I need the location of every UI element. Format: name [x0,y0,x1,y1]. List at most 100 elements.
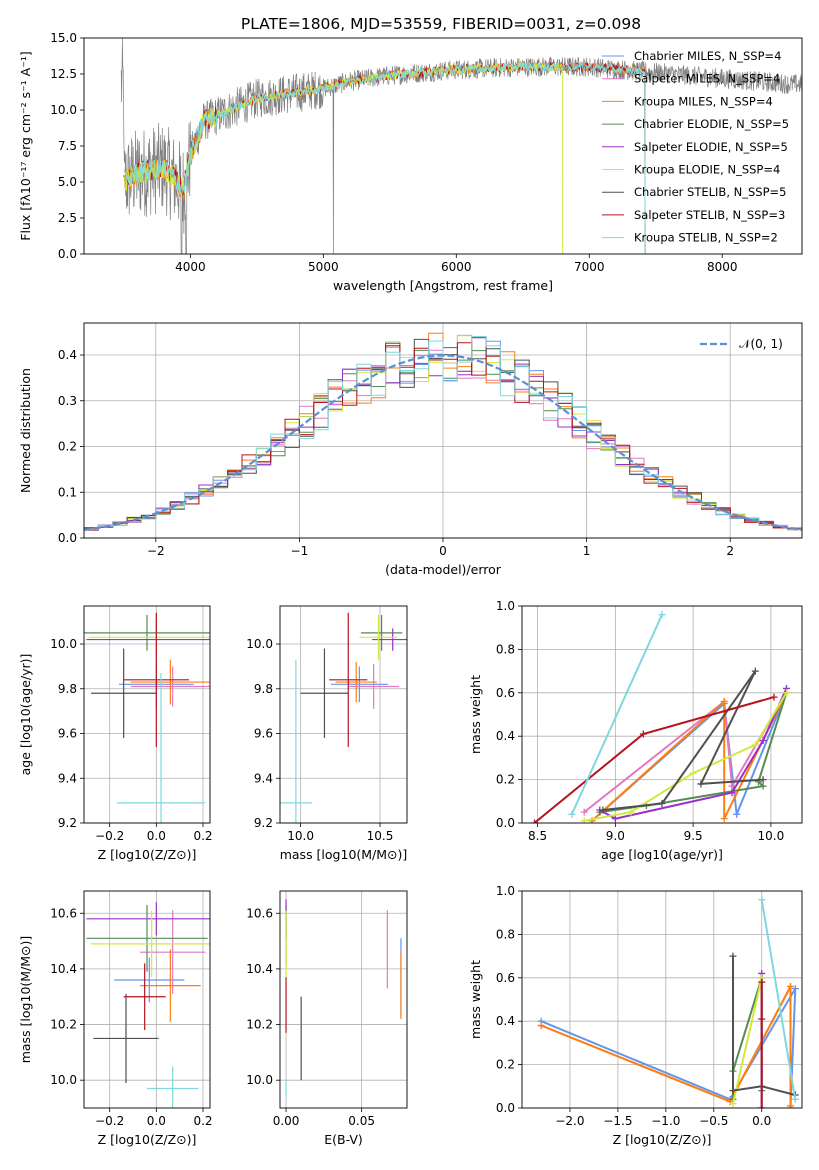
weight-marker-ChabrierSTELIB [599,806,607,814]
x-tick-label: 10.5 [367,829,394,843]
y-tick-label: 10.6 [50,906,77,920]
x-tick-label: 8.5 [528,829,547,843]
y-tick-label: 0.8 [496,927,515,941]
plot-area-spectrum [120,38,802,254]
y-tick-label: 0.3 [58,394,77,408]
y-tick-label: 9.4 [254,771,273,785]
x-tick-label: 0.2 [193,829,212,843]
axes-spectrum: 4000 5000 6000 7000 8000 0.0 2.5 5.0 7.5 10.0 12.5… [18,31,803,293]
weight-marker-KroupaMILES [720,815,728,823]
observed-spectrum-line [120,38,802,254]
axes-age_vs_mass: 10.0 10.5 9.2 9.4 9.6 9.8 10.0 mass [log10(M/M⊙… [246,605,408,862]
x-tick-label: 0.0 [147,1114,166,1128]
y-tick-label: 9.8 [58,682,77,696]
y-tick-label: 9.2 [254,816,273,830]
legend-label: Kroupa STELIB, N_SSP=2 [634,231,778,245]
weight-marker-KroupaELODIE [627,808,635,816]
weight-line-KroupaSTELIB [570,614,663,815]
weight-line-KroupaSTELIB [760,899,797,1100]
x-tick-label: 5000 [308,260,339,274]
weight-marker-ChabrierSTELIB [729,952,737,960]
axes-frame [521,890,803,1109]
weight-marker-SalpeterMILES [728,782,736,790]
y-tick-label: 0.4 [58,348,77,362]
axes-frame [83,605,211,824]
weight-marker-ChabrierMILES [791,985,799,993]
model-fit-line-KroupaSTELIB [123,61,646,254]
legend-label: Salpeter MILES, N_SSP=4 [634,72,780,86]
weight-marker-SalpeterSTELIB [758,1104,766,1108]
y-tick-label: 10.0 [246,637,273,651]
x-tick-label: −0.2 [95,1114,124,1128]
x-axis-label: Z [log10(Z/Z⊙)] [613,1132,712,1147]
y-tick-label: 10.0 [50,637,77,651]
figure-title: PLATE=1806, MJD=53559, FIBERID=0031, z=0… [241,15,641,33]
weight-marker-KroupaMILES [786,1102,794,1108]
y-tick-label: 10.0 [50,103,77,117]
x-tick-label: 0.00 [273,1114,300,1128]
legend-label: Chabrier ELODIE, N_SSP=5 [634,117,789,131]
weight-marker-SalpeterELODIE [728,789,736,797]
legend-label: Chabrier MILES, N_SSP=4 [634,49,781,63]
legend-label: Kroupa MILES, N_SSP=4 [634,94,773,108]
x-tick-label: 7000 [574,260,605,274]
weight-marker-SalpeterMILES [580,808,588,816]
legend-label: Chabrier STELIB, N_SSP=5 [634,185,786,199]
y-tick-label: 0.6 [496,686,515,700]
y-tick-label: 15.0 [50,31,77,45]
y-tick-label: 12.5 [50,67,77,81]
axes-weight_vs_age: 8.5 9.0 9.5 10.0 0.0 0.2 0.4 0.6 0.8 1.0 age [log1… [468,599,803,862]
y-tick-label: 10.4 [50,962,77,976]
x-tick-label: 0.0 [752,1114,771,1128]
x-tick-label: 0.0 [147,829,166,843]
weight-marker-ChabrierSTELIB [658,799,666,807]
y-tick-label: 1.0 [496,599,515,613]
axes-residuals: −2 −1 0 1 2 0.0 0.1 0.2 0.3 0.4 (data-model)/error… [18,322,803,577]
y-tick-label: 10.2 [246,1018,273,1032]
weight-marker-ChabrierSTELIB [729,1087,737,1095]
plot-area-mass_vs_Z [86,902,210,1108]
x-tick-label: 6000 [441,260,472,274]
x-tick-label: 4000 [175,260,206,274]
weight-marker-ChabrierELODIE [759,782,767,790]
y-tick-label: 9.8 [254,682,273,696]
weight-line-KroupaELODIE [732,977,763,1104]
axes-frame [83,37,803,255]
y-tick-label: 1.0 [496,884,515,898]
x-tick-label: −1.0 [651,1114,680,1128]
weight-marker-ChabrierSTELIB [751,667,759,675]
y-tick-label: 9.6 [58,727,77,741]
y-axis-label: mass weight [468,675,483,754]
y-tick-label: 0.2 [496,1058,515,1072]
x-axis-label: E(B-V) [324,1132,363,1147]
x-tick-label: 10.0 [758,829,785,843]
x-tick-label: 8000 [707,260,738,274]
legend-label: Kroupa ELODIE, N_SSP=4 [634,163,780,177]
plot-area-age_vs_Z [84,612,210,823]
axes-frame [279,605,408,824]
axes-mass_vs_EBV: 0.00 0.05 10.0 10.2 10.4 10.6 E(B-V) [246,890,408,1147]
weight-marker-KroupaSTELIB [658,611,666,619]
axes-weight_vs_Z: −2.0 −1.5 −1.0 −0.5 0.0 0.0 0.2 0.4 0.6 0.8 1.0 Z [… [468,884,803,1147]
legend-label: 𝒩(0, 1) [739,337,783,351]
x-tick-label: 0 [439,544,447,558]
y-tick-label: 10.4 [246,962,273,976]
y-tick-label: 0.0 [496,1101,515,1115]
plot-area-weight_vs_age [530,611,790,823]
weight-marker-KroupaSTELIB [568,810,576,818]
x-axis-label: Z [log10(Z/Z⊙)] [98,1132,197,1147]
y-tick-label: 0.4 [496,1014,515,1028]
plot-area-residuals [84,332,802,533]
y-tick-label: 0.6 [496,971,515,985]
y-axis-label: age [log10(age/yr)] [18,654,33,776]
x-tick-label: 2 [726,544,734,558]
y-axis-label: Normed distribution [18,368,33,493]
x-axis-label: age [log10(age/yr)] [601,847,723,862]
plot-area-mass_vs_EBV [285,899,402,1097]
y-tick-label: 2.5 [58,211,77,225]
weight-marker-KroupaELODIE [729,1100,737,1108]
weight-marker-SalpeterELODIE [759,737,767,745]
weight-line-KroupaMILES [591,692,788,822]
x-tick-label: 1 [583,544,591,558]
